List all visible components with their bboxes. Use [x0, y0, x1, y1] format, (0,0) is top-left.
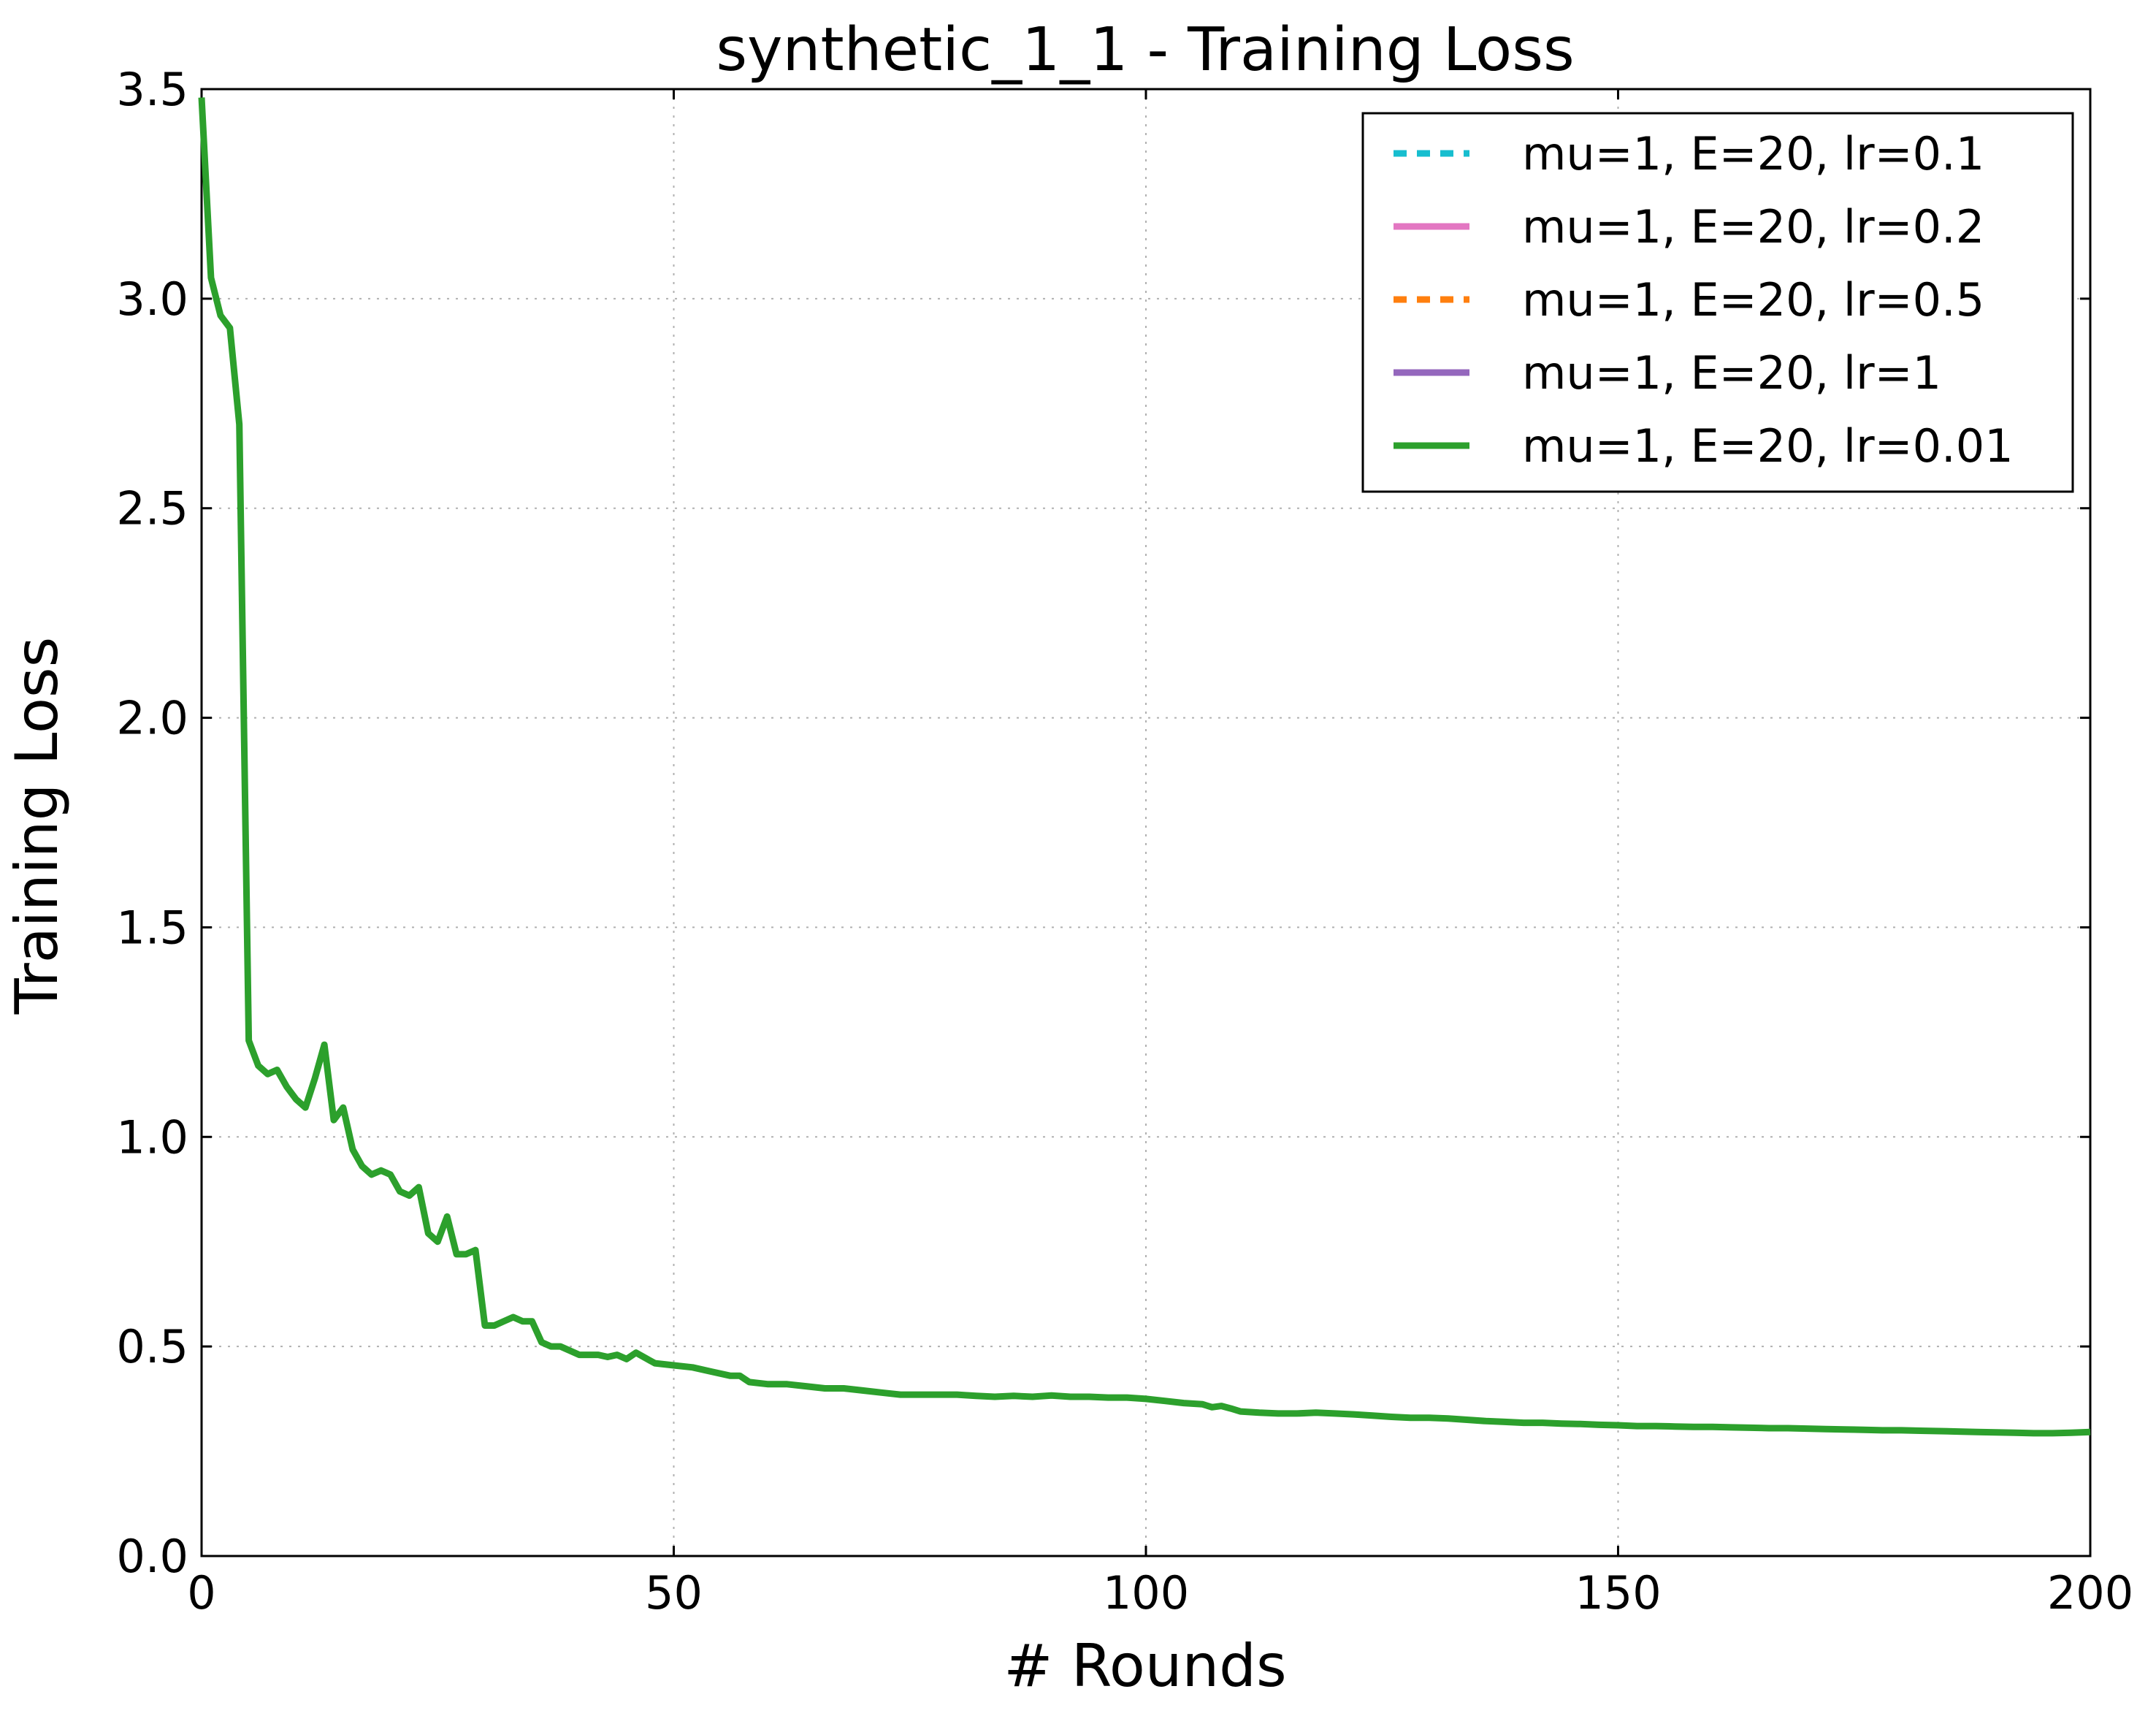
y-tick-label: 3.0 [116, 272, 188, 326]
y-tick-label: 0.0 [116, 1530, 188, 1583]
y-tick-label: 3.5 [116, 63, 188, 116]
x-axis-label: # Rounds [1004, 1632, 1286, 1700]
legend-entry-label: mu=1, E=20, lr=1 [1522, 346, 1941, 400]
y-tick-label: 2.0 [116, 692, 188, 745]
x-tick-label: 150 [1575, 1566, 1661, 1620]
series-line-4 [198, 97, 2091, 1437]
chart-title: synthetic_1_1 - Training Loss [716, 15, 1574, 85]
x-tick-label: 100 [1103, 1566, 1189, 1620]
y-tick-label: 2.5 [116, 482, 188, 535]
y-tick-label: 1.0 [116, 1110, 188, 1164]
legend-entry-label: mu=1, E=20, lr=0.01 [1522, 419, 2014, 473]
legend-box [1361, 112, 2074, 493]
legend: mu=1, E=20, lr=0.1 mu=1, E=20, lr=0.2 mu=1… [1361, 112, 2074, 493]
axis-ticks [200, 88, 2092, 1557]
legend-items: mu=1, E=20, lr=0.1 mu=1, E=20, lr=0.2 mu=1… [1394, 127, 2014, 473]
x-tick-label: 50 [645, 1566, 703, 1620]
x-tick-label: 200 [2047, 1566, 2133, 1620]
y-tick-label: 1.5 [116, 901, 188, 954]
x-tick-labels: 0 50 100 150 200 [187, 1566, 2133, 1620]
legend-entry-label: mu=1, E=20, lr=0.5 [1522, 273, 1984, 327]
x-tick-label: 0 [187, 1566, 215, 1620]
y-tick-labels: 0.0 0.5 1.0 1.5 2.0 2.5 3.0 3.5 [116, 63, 188, 1583]
legend-entry-label: mu=1, E=20, lr=0.1 [1522, 127, 1984, 180]
legend-entry-label: mu=1, E=20, lr=0.2 [1522, 200, 1984, 253]
y-tick-label: 0.5 [116, 1320, 188, 1373]
series-lines [198, 97, 2091, 1437]
y-axis-label: Training Loss [3, 637, 71, 1015]
